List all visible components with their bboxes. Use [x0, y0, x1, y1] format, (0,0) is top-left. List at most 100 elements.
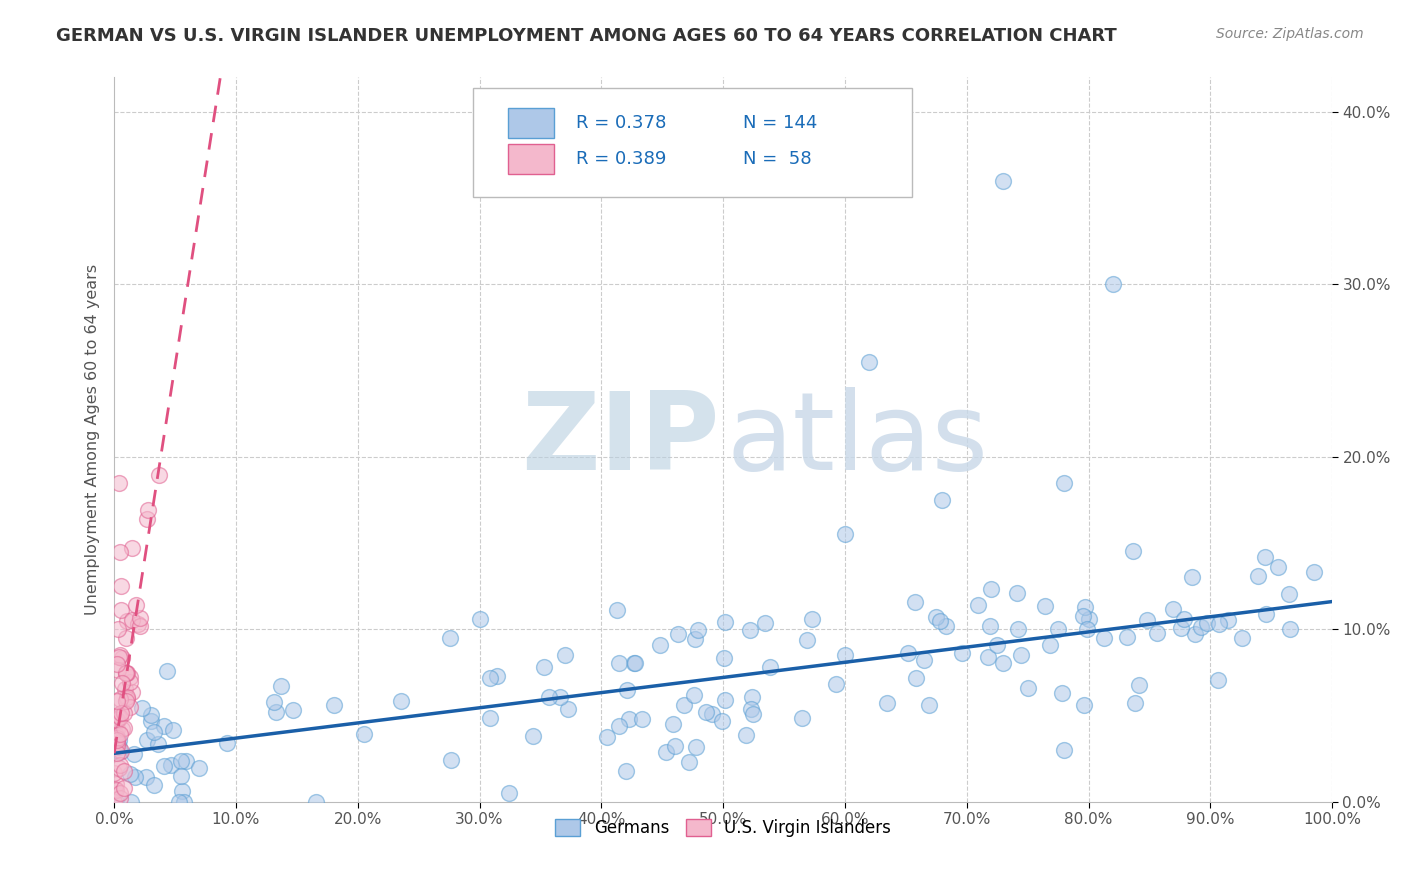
Point [1053, 743, 1076, 757]
Point [741, 690, 763, 704]
Point [103, 795, 125, 809]
Point [538, 690, 561, 705]
Point [115, 665, 138, 680]
Point [654, 745, 676, 759]
FancyBboxPatch shape [508, 108, 554, 138]
Point [950, 646, 973, 660]
Text: ZIP: ZIP [522, 386, 720, 492]
Point [1161, 602, 1184, 616]
Point [107, 663, 129, 677]
Point [104, 738, 127, 752]
Point [148, 468, 170, 483]
Point [1073, 698, 1095, 712]
Point [108, 745, 131, 759]
Point [623, 657, 645, 671]
Point [925, 610, 948, 624]
Point [115, 665, 138, 680]
Point [741, 707, 763, 722]
Point [108, 727, 131, 741]
Point [169, 769, 191, 783]
Point [112, 706, 135, 720]
Point [142, 778, 165, 792]
Point [1035, 599, 1057, 614]
Point [129, 619, 152, 633]
Point [918, 698, 941, 713]
Point [104, 782, 127, 797]
Point [834, 648, 856, 662]
Point [522, 729, 544, 743]
Point [931, 492, 953, 507]
Point [107, 714, 129, 729]
Point [1053, 475, 1076, 490]
Point [146, 737, 169, 751]
Point [104, 728, 127, 742]
Point [614, 764, 637, 779]
Point [1039, 638, 1062, 652]
Point [108, 791, 131, 805]
Point [678, 755, 700, 769]
Point [1073, 599, 1095, 614]
Point [135, 512, 157, 526]
Point [263, 695, 285, 709]
Point [664, 739, 686, 753]
Point [104, 729, 127, 743]
Y-axis label: Unemployment Among Ages 60 to 64 years: Unemployment Among Ages 60 to 64 years [86, 264, 100, 615]
Point [105, 739, 128, 753]
Point [790, 711, 813, 725]
Point [112, 780, 135, 795]
Point [121, 613, 143, 627]
Point [1092, 632, 1115, 646]
Point [105, 795, 128, 809]
Point [105, 713, 128, 727]
Point [1146, 626, 1168, 640]
Point [440, 753, 463, 767]
Point [710, 714, 733, 728]
Point [991, 656, 1014, 670]
Point [672, 698, 695, 712]
Point [554, 648, 576, 662]
Point [1122, 544, 1144, 558]
Text: R = 0.378: R = 0.378 [576, 114, 666, 132]
Point [1191, 620, 1213, 634]
Point [122, 747, 145, 761]
Point [609, 656, 631, 670]
Point [616, 683, 638, 698]
Point [631, 713, 654, 727]
Point [1123, 697, 1146, 711]
Point [439, 631, 461, 645]
Point [128, 611, 150, 625]
Point [1230, 631, 1253, 645]
Point [1170, 621, 1192, 635]
Point [105, 733, 128, 747]
Point [266, 705, 288, 719]
Point [162, 723, 184, 738]
Point [1278, 587, 1301, 601]
Point [120, 675, 142, 690]
Point [105, 782, 128, 797]
Point [187, 761, 209, 775]
Point [121, 541, 143, 556]
Point [479, 671, 502, 685]
Point [131, 701, 153, 715]
Point [305, 795, 328, 809]
Point [1184, 627, 1206, 641]
Point [120, 700, 142, 714]
Point [135, 770, 157, 784]
Point [1254, 607, 1277, 622]
Point [1254, 550, 1277, 565]
Point [617, 712, 640, 726]
Point [595, 730, 617, 744]
Point [121, 684, 143, 698]
Point [169, 754, 191, 768]
Point [323, 698, 346, 713]
Point [118, 767, 141, 781]
Point [825, 677, 848, 691]
Point [1050, 686, 1073, 700]
Point [167, 795, 190, 809]
Point [107, 650, 129, 665]
Point [108, 733, 131, 747]
Point [754, 615, 776, 630]
Point [1208, 616, 1230, 631]
Point [858, 355, 880, 369]
Point [105, 722, 128, 736]
